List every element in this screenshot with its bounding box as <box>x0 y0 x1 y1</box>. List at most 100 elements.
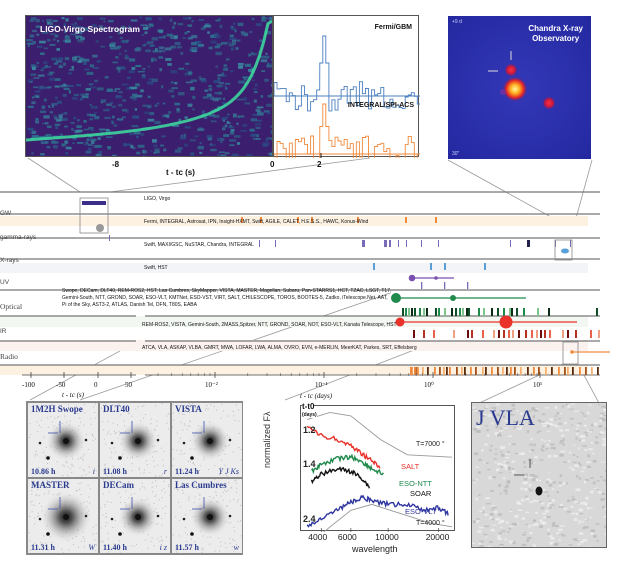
optical-observation-mark <box>466 308 468 316</box>
radio-observation-mark <box>491 367 493 375</box>
xray-observation-mark <box>444 263 446 270</box>
radio-observation-mark <box>415 367 417 375</box>
gamma-observation-mark <box>275 240 276 247</box>
ir-observation-mark <box>536 330 538 338</box>
ir-observation-mark <box>575 330 577 338</box>
radio-observation-mark <box>558 367 560 375</box>
spectrogram-tick-2: 2 <box>317 160 322 169</box>
right-axis-tick: 10¹ <box>533 381 543 389</box>
cutout-time-label: 11.31 h <box>31 543 56 552</box>
blackbody-curve <box>307 411 453 458</box>
optical-cutout: Las Cumbres 11.57 h w <box>172 479 242 553</box>
gamma-detection-marker <box>96 224 104 232</box>
instrument-list-uv: Swift, HST <box>144 265 168 271</box>
connector-line <box>27 157 81 193</box>
blackbody-curve <box>321 503 453 535</box>
multi-messenger-timeline <box>0 191 610 378</box>
timeline-band-ir <box>0 340 588 351</box>
gamma-lightcurve-plot <box>273 35 421 172</box>
cutout-time-label: 11.08 h <box>103 467 128 476</box>
gamma-observation-mark <box>421 240 422 247</box>
ir-observation-mark <box>508 330 510 338</box>
optical-observation-mark <box>503 308 505 316</box>
gamma-observation-mark <box>527 240 530 247</box>
timeline-band-uv <box>0 283 588 293</box>
spectrogram-tick-neg8: -8 <box>112 160 120 169</box>
ir-observation-mark <box>531 330 533 338</box>
radio-observation-mark <box>514 367 516 375</box>
host-galaxy-nucleus <box>207 514 213 520</box>
zoom-box <box>562 341 579 365</box>
gamma-observation-mark <box>389 240 391 247</box>
right-axis-tick: 10⁻¹ <box>315 381 328 389</box>
radio-observation-mark <box>434 367 436 375</box>
cutout-time-label: 11.24 h <box>175 467 200 476</box>
optical-observation-mark <box>497 308 499 316</box>
radio-observation-mark <box>551 367 553 375</box>
connector-line <box>447 159 561 223</box>
chandra-title-line2: Observatory <box>532 33 580 43</box>
radio-observation-mark <box>533 367 535 375</box>
spectrogram-title: LIGO-Virgo Spectrogram <box>40 24 140 34</box>
cutout-band-label: W <box>88 543 95 552</box>
ir-observation-mark <box>467 330 469 338</box>
radio-observation-mark <box>591 367 593 375</box>
ir-observation-mark <box>482 330 484 338</box>
optical-observation-mark <box>411 308 413 316</box>
ir-observation-mark <box>413 330 415 338</box>
optical-observation-mark <box>402 308 404 316</box>
optical-observation-mark <box>414 308 416 316</box>
row-label-gw: GW <box>0 210 12 217</box>
ir-observation-mark <box>512 330 514 338</box>
cutout-band-label: Y J Ks <box>218 467 239 476</box>
optical-observation-mark <box>478 308 480 316</box>
ir-observation-mark <box>562 330 564 338</box>
radio-observation-mark <box>527 367 529 375</box>
ir-observation-mark <box>453 330 455 338</box>
optical-observation-mark <box>537 308 539 316</box>
fermi-gbm-label: Fermi/GBM <box>374 24 412 31</box>
spectra-ylabel: normalized Fλ <box>262 411 272 468</box>
ir-observation-mark <box>544 330 546 338</box>
timeline-band-gw <box>0 216 588 226</box>
timeline-band-radio <box>0 365 588 375</box>
row-label-uv: UV <box>0 279 10 286</box>
uv-observation-mark <box>421 282 423 289</box>
ir-observation-mark <box>567 330 569 338</box>
timeline-band-x-rays <box>0 263 588 273</box>
spectrum-eso-ntt <box>310 453 384 476</box>
blackbody-label: T=4000 ° <box>416 519 445 527</box>
optical-cutout: DECam 11.40 h i z <box>100 479 170 553</box>
instrument-list-ir: REM-ROS2, VISTA, Gemini-South, 2MASS,Spi… <box>142 322 397 328</box>
radio-observation-mark <box>464 367 466 375</box>
y-tick-label: 1.2 <box>303 425 316 435</box>
integral-spi-acs-curve <box>273 103 421 172</box>
spectra-corner-t: t-t0 <box>302 402 315 411</box>
xray-source <box>542 96 556 110</box>
ir-detection-marker <box>395 317 405 327</box>
fermi-gbm-curve <box>273 35 421 112</box>
xray-observation-mark <box>373 263 375 270</box>
uv-observation-mark <box>444 282 446 289</box>
gamma-observation-mark <box>406 240 407 247</box>
gamma-observation-mark <box>362 240 365 247</box>
optical-observation-mark <box>426 308 428 316</box>
chandra-image <box>448 16 591 159</box>
uv-detection-marker <box>408 274 416 282</box>
instrument-list-optical: Swope, DECam, DLT40, REM-ROS2, HST, Las … <box>62 288 392 308</box>
spectrogram-tick-0: 0 <box>270 160 275 169</box>
spectrogram-xlabel: t - tc (s) <box>166 168 195 177</box>
x-tick-label: 10000 <box>375 532 399 542</box>
gamma-observation-mark <box>384 240 387 247</box>
radio-observation-mark <box>485 367 487 375</box>
cutout-time-label: 11.40 h <box>103 543 128 552</box>
optical-observation-mark <box>423 308 425 316</box>
cutout-image <box>172 479 242 553</box>
optical-observation-mark <box>511 308 513 316</box>
cutout-telescope-label: DLT40 <box>103 404 130 414</box>
spectra-xlabel: wavelength <box>352 544 398 554</box>
row-label-optical: Optical <box>0 302 23 311</box>
optical-observation-mark <box>468 308 470 316</box>
cutout-telescope-label: 1M2H Swope <box>31 404 83 414</box>
host-galaxy-nucleus <box>63 438 69 444</box>
